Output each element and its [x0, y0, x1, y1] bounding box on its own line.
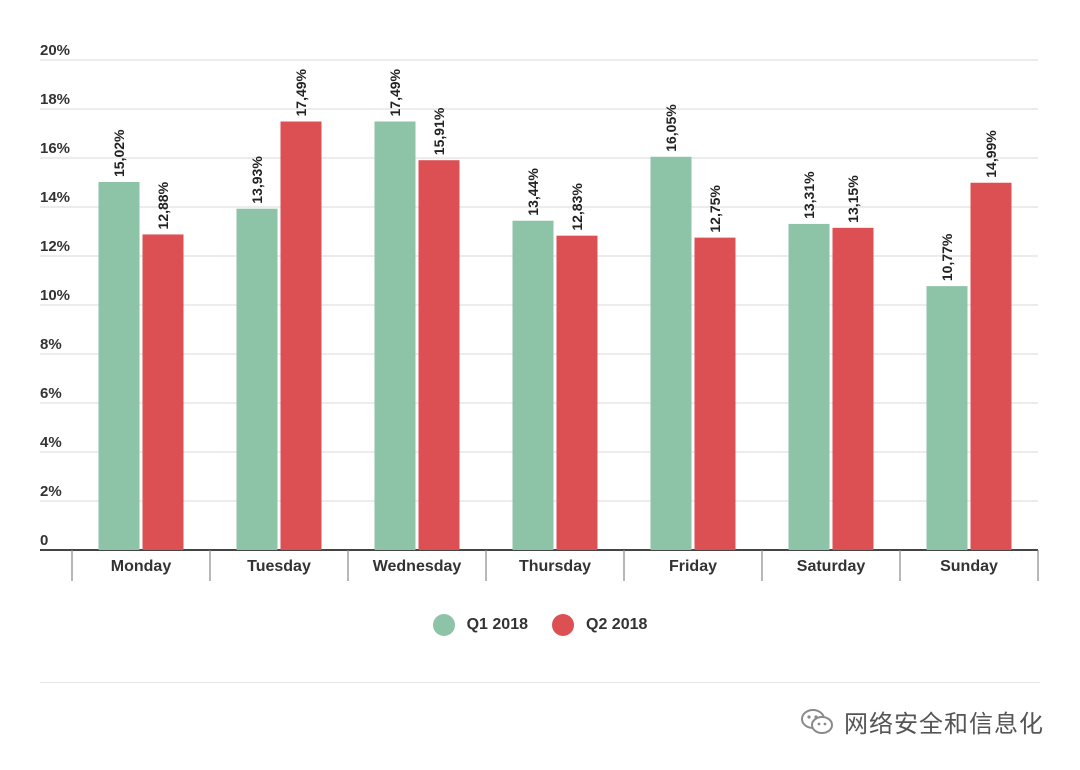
- footer-divider: [40, 682, 1040, 683]
- bar-q1: [374, 121, 416, 551]
- data-label: 13,93%: [249, 156, 265, 204]
- legend-label-q2: Q2 2018: [586, 616, 648, 633]
- bar-q2: [970, 182, 1012, 550]
- legend-item-q2: Q2 2018: [552, 614, 647, 636]
- bar-q2: [418, 160, 460, 550]
- bar-q1: [512, 220, 554, 550]
- watermark: 网络安全和信息化: [800, 704, 1044, 739]
- data-label: 16,05%: [663, 104, 679, 152]
- bar-q2: [694, 237, 736, 550]
- y-tick-label: 6%: [40, 385, 62, 402]
- x-tick-label: Sunday: [940, 558, 998, 575]
- y-tick-label: 18%: [40, 91, 70, 108]
- data-label: 12,75%: [707, 185, 723, 233]
- legend-swatch-q2: [552, 614, 574, 636]
- bar-q2: [832, 227, 874, 550]
- bar-q2: [142, 234, 184, 550]
- y-tick-label: 2%: [40, 483, 62, 500]
- bar-q1: [236, 208, 278, 550]
- watermark-text: 网络安全和信息化: [844, 710, 1044, 738]
- data-label: 15,02%: [111, 129, 127, 177]
- data-label: 15,91%: [431, 107, 447, 155]
- bar-q1: [650, 156, 692, 550]
- data-label: 13,44%: [525, 168, 541, 216]
- wechat-icon: [801, 708, 833, 734]
- data-label: 14,99%: [983, 130, 999, 178]
- x-tick-label: Tuesday: [247, 558, 311, 575]
- legend-swatch-q1: [432, 614, 455, 636]
- y-tick-label: 8%: [40, 336, 62, 353]
- y-tick-label: 12%: [40, 238, 70, 255]
- legend-item-q1: Q1 2018: [432, 614, 528, 636]
- y-tick-label: 10%: [40, 287, 70, 304]
- x-tick-label: Wednesday: [373, 558, 462, 575]
- bar-q2: [556, 235, 598, 551]
- bar-q1: [788, 223, 830, 550]
- data-label: 17,49%: [387, 68, 403, 116]
- legend: Q1 2018 Q2 2018: [0, 614, 1080, 636]
- data-label: 10,77%: [939, 233, 955, 281]
- y-tick-label: 0: [40, 532, 48, 549]
- y-tick-label: 16%: [40, 140, 70, 157]
- data-label: 12,83%: [569, 183, 585, 231]
- bar-q1: [926, 286, 968, 550]
- data-label: 12,88%: [155, 181, 171, 229]
- y-tick-label: 14%: [40, 189, 70, 206]
- data-label: 13,31%: [801, 171, 817, 219]
- legend-label-q1: Q1 2018: [466, 616, 528, 633]
- y-tick-label: 20%: [40, 42, 70, 59]
- data-label: 17,49%: [293, 68, 309, 116]
- x-tick-label: Saturday: [797, 558, 866, 575]
- x-tick-label: Friday: [669, 558, 717, 575]
- bar-q1: [98, 182, 140, 550]
- y-tick-label: 4%: [40, 434, 62, 451]
- bar-q2: [280, 121, 322, 551]
- data-label: 13,15%: [845, 175, 861, 223]
- bar-chart: 0 2% 4% 6% 8% 10% 12% 14% 16% 18% 20% Monday 15,02% 1…: [40, 42, 1039, 581]
- x-tick-label: Thursday: [519, 558, 591, 575]
- x-tick-label: Monday: [111, 558, 172, 575]
